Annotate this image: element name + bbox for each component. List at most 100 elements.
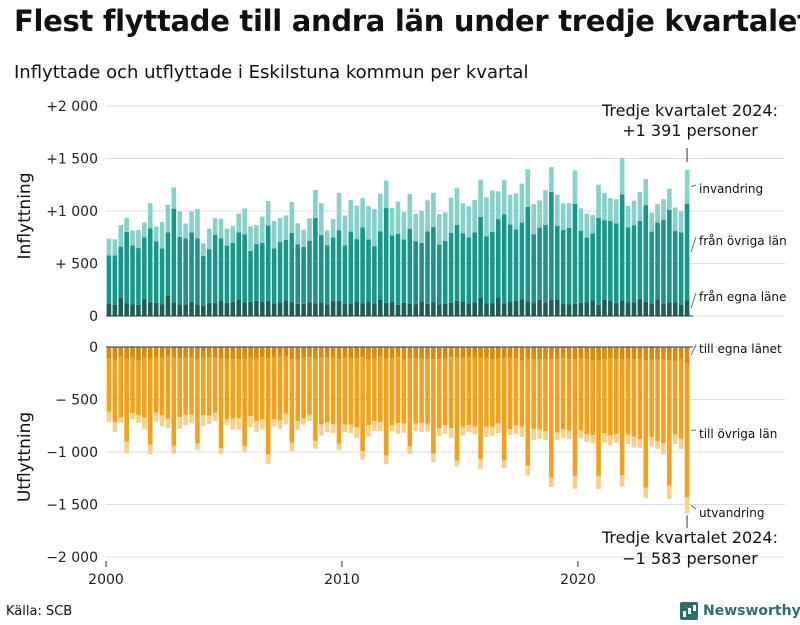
bar-in-1 <box>625 227 631 303</box>
bar-out-1 <box>130 357 135 414</box>
bar-in-1 <box>183 238 188 305</box>
bar-out-1 <box>684 363 690 498</box>
bar-in-0 <box>590 300 595 316</box>
bar-in-0 <box>118 298 124 316</box>
bar-in-2 <box>218 218 224 239</box>
bar-in-2 <box>442 212 448 241</box>
y-tick-label: +1 500 <box>46 152 98 168</box>
bar-out-2 <box>401 423 407 433</box>
bar-out-2 <box>667 485 672 500</box>
label-leader <box>690 292 697 309</box>
bar-in-2 <box>136 230 141 249</box>
bar-out-0 <box>619 347 625 360</box>
bar-in-1 <box>566 227 572 305</box>
x-tick-label: 2000 <box>88 572 124 588</box>
bar-in-2 <box>236 213 242 233</box>
y-tick-label: 0 <box>89 309 98 325</box>
bar-in-2 <box>613 199 619 224</box>
bar-in-2 <box>454 188 460 225</box>
bar-out-2 <box>301 418 306 425</box>
bar-in-0 <box>460 301 466 316</box>
bar-out-2 <box>171 445 177 454</box>
bar-in-2 <box>661 199 666 220</box>
bar-out-0 <box>183 347 188 358</box>
bar-out-0 <box>431 347 436 360</box>
bar-in-0 <box>289 302 295 316</box>
bar-in-1 <box>342 245 348 304</box>
bar-in-0 <box>295 303 301 316</box>
bar-out-0 <box>519 347 525 361</box>
bar-out-0 <box>378 347 383 357</box>
bar-out-0 <box>348 347 354 359</box>
bar-in-0 <box>519 299 525 316</box>
bar-in-0 <box>301 303 306 316</box>
bar-out-0 <box>578 347 584 359</box>
bar-out-1 <box>425 359 430 424</box>
bar-out-2 <box>395 423 401 434</box>
bar-in-2 <box>619 158 625 195</box>
bar-in-0 <box>436 304 442 316</box>
bar-out-1 <box>301 357 306 419</box>
bar-out-2 <box>425 423 430 432</box>
bar-out-2 <box>466 425 472 433</box>
bar-out-0 <box>684 347 690 364</box>
series-label-fran-egna: från egna läne <box>699 290 786 304</box>
bar-in-1 <box>301 246 306 304</box>
bar-in-0 <box>478 297 483 316</box>
bar-out-0 <box>118 347 124 357</box>
bar-in-1 <box>242 234 247 303</box>
bar-in-1 <box>543 224 548 303</box>
bar-out-1 <box>413 357 418 424</box>
bar-out-1 <box>401 358 407 424</box>
bar-in-2 <box>277 217 283 243</box>
bar-out-1 <box>596 359 601 476</box>
bar-out-2 <box>448 428 454 438</box>
bar-out-0 <box>407 347 413 359</box>
bar-in-1 <box>661 219 666 305</box>
bar-out-0 <box>490 347 495 360</box>
bar-in-2 <box>324 230 330 246</box>
bar-in-1 <box>407 228 413 304</box>
bar-in-0 <box>395 304 401 316</box>
bar-in-2 <box>372 209 377 247</box>
bar-out-1 <box>543 359 548 432</box>
bar-out-1 <box>631 359 637 437</box>
bar-in-1 <box>478 216 483 298</box>
bar-out-1 <box>602 359 607 433</box>
bar-in-1 <box>678 232 684 305</box>
bar-out-2 <box>206 415 212 424</box>
bar-out-2 <box>295 421 301 431</box>
bar-in-1 <box>425 231 430 304</box>
bar-out-2 <box>236 417 242 430</box>
bar-out-0 <box>313 347 318 359</box>
bar-in-1 <box>383 208 389 303</box>
bar-in-2 <box>490 190 495 232</box>
bar-in-0 <box>153 302 159 316</box>
bar-in-2 <box>153 226 159 242</box>
bar-in-2 <box>401 211 407 240</box>
bar-out-1 <box>613 359 619 434</box>
bar-in-1 <box>519 222 525 300</box>
chart-title: Flest flyttade till andra län under tred… <box>14 4 800 38</box>
bar-out-0 <box>448 347 454 358</box>
bar-out-0 <box>466 347 472 357</box>
bar-out-0 <box>360 347 365 358</box>
bar-in-0 <box>442 303 448 316</box>
bar-out-2 <box>554 432 560 441</box>
bar-out-2 <box>136 414 141 423</box>
bar-out-1 <box>372 358 377 422</box>
bar-out-0 <box>625 347 631 359</box>
bar-in-0 <box>490 303 495 316</box>
bar-out-0 <box>484 347 489 358</box>
bar-in-1 <box>354 239 360 302</box>
bar-out-2 <box>383 455 389 465</box>
bar-in-0 <box>684 300 690 316</box>
bar-out-1 <box>242 359 247 446</box>
bar-in-1 <box>495 219 501 298</box>
bar-in-1 <box>549 191 554 301</box>
bar-out-0 <box>201 347 206 359</box>
bar-in-0 <box>531 303 536 316</box>
bar-in-1 <box>596 217 601 305</box>
bar-out-1 <box>672 360 678 435</box>
